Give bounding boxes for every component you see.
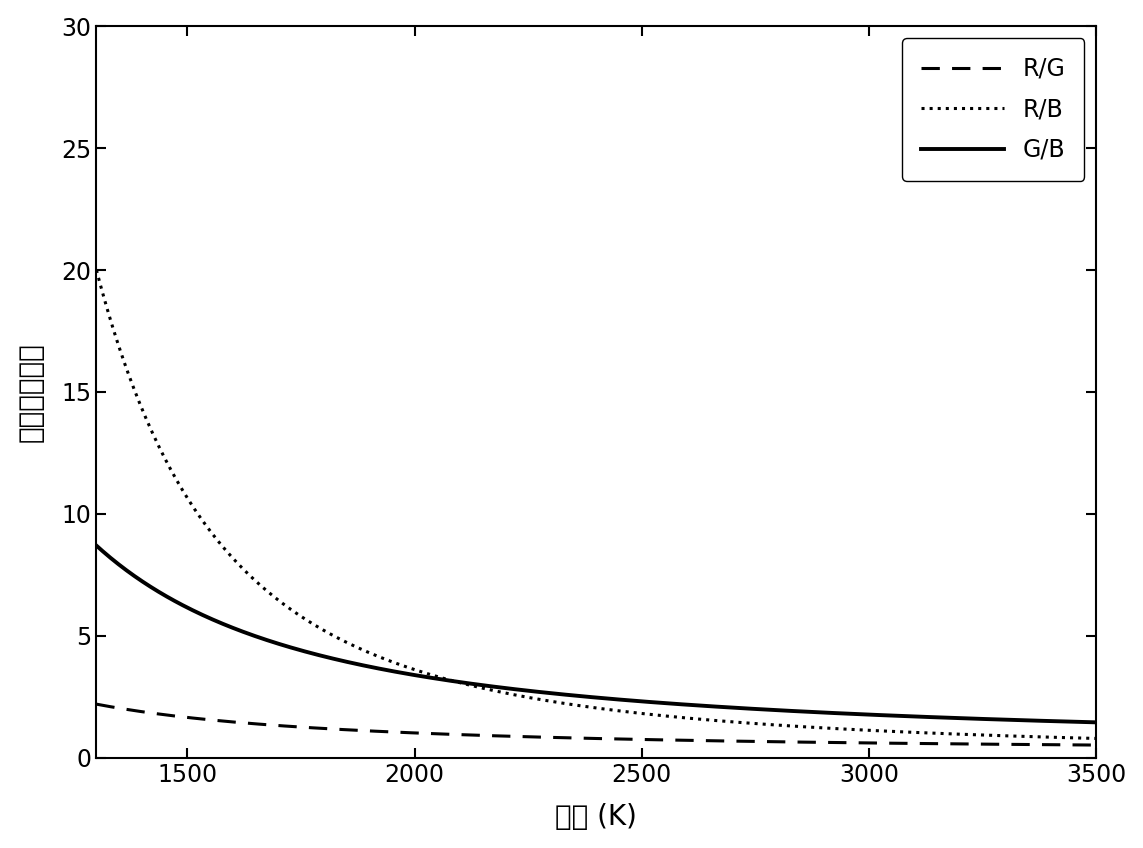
Y-axis label: 原始强度比値: 原始强度比値 xyxy=(17,342,45,442)
R/G xyxy=(89,699,103,709)
Line: R/G: R/G xyxy=(96,704,1096,745)
R/B xyxy=(1089,734,1103,744)
G/B xyxy=(565,690,578,700)
R/B xyxy=(909,728,922,738)
G/B xyxy=(909,711,922,722)
R/B xyxy=(685,713,698,723)
R/G xyxy=(631,734,645,745)
R/G xyxy=(685,735,698,745)
Line: G/B: G/B xyxy=(96,545,1096,722)
R/B xyxy=(1065,733,1079,743)
G/B xyxy=(631,696,645,706)
G/B xyxy=(89,540,103,550)
G/B xyxy=(1089,717,1103,728)
G/B xyxy=(1065,717,1079,727)
R/G xyxy=(1065,739,1079,750)
R/G xyxy=(570,733,584,743)
X-axis label: 温度 (K): 温度 (K) xyxy=(555,803,638,831)
G/B xyxy=(685,700,698,710)
R/G xyxy=(565,733,578,743)
G/B xyxy=(570,691,584,701)
Legend: R/G, R/B, G/B: R/G, R/B, G/B xyxy=(902,38,1085,181)
R/B xyxy=(631,708,645,718)
Line: R/B: R/B xyxy=(96,270,1096,739)
R/G xyxy=(909,739,922,749)
R/G xyxy=(1089,740,1103,750)
R/B xyxy=(570,700,584,711)
R/B xyxy=(89,265,103,275)
R/B xyxy=(565,700,578,710)
